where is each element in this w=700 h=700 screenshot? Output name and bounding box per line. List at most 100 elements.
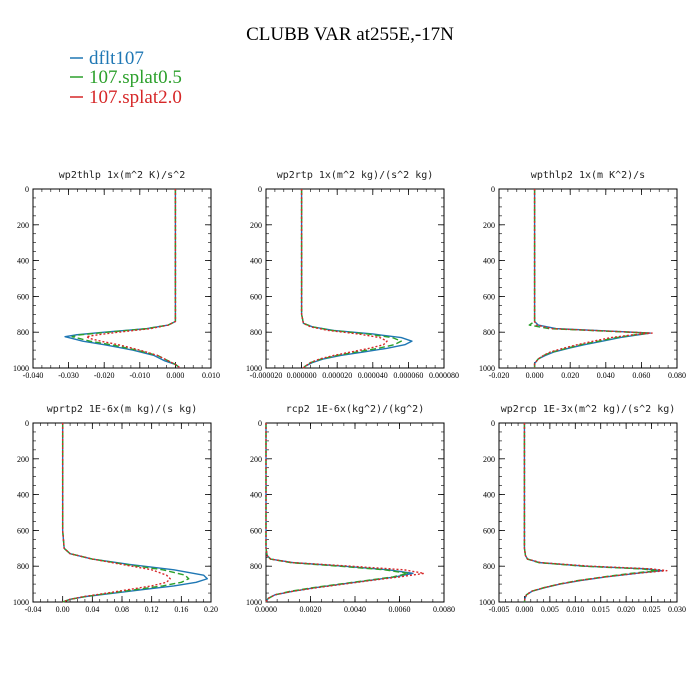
- plot-frame: [32, 422, 212, 603]
- y-tick-label: 400: [250, 491, 262, 500]
- x-tick-label: 0.010: [202, 371, 220, 380]
- series-line-dflt107: [265, 423, 414, 603]
- x-tick-label: 0.12: [145, 605, 159, 614]
- legend-item-splat2-0: 107.splat2.0: [70, 87, 182, 108]
- legend-item-dflt107: dflt107: [70, 48, 144, 69]
- legend-item-splat0-5: 107.splat0.5: [70, 67, 182, 88]
- y-tick-label: 200: [250, 455, 262, 464]
- legend-label-splat0-5: 107.splat0.5: [89, 67, 182, 88]
- series-line-107-splat0-5: [523, 423, 658, 603]
- x-tick-label: -0.020: [489, 371, 510, 380]
- panels: wp2thlp 1x(m^2 K)/s^2-0.040 -0.030 -0.020-…: [13, 170, 686, 614]
- y-tick-label: 1000: [479, 598, 495, 607]
- panel-title: wp2rcp 1E-3x(m^2 kg)/(s^2 kg): [501, 404, 676, 415]
- x-tick-label: -0.000020: [250, 371, 283, 380]
- panel-title: wprtp2 1E-6x(m kg)/(s kg): [47, 404, 198, 415]
- x-tick-label: 0.000040: [358, 371, 388, 380]
- y-tick-label: 1000: [13, 364, 29, 373]
- y-tick-label: 800: [17, 328, 29, 337]
- y-tick-label: 600: [483, 526, 495, 535]
- x-tick-label: 0.16: [174, 605, 188, 614]
- x-tick-label: 0.025: [643, 605, 661, 614]
- y-tick-label: 1000: [246, 364, 262, 373]
- y-tick-label: 0: [491, 185, 495, 194]
- y-tick-label: 600: [17, 292, 29, 301]
- y-tick-label: 400: [483, 257, 495, 266]
- x-tick-label: 0.000080: [429, 371, 459, 380]
- y-tick-label: 0: [25, 185, 29, 194]
- y-tick-label: 600: [483, 292, 495, 301]
- series-line-dflt107: [64, 189, 180, 368]
- x-tick-label: 0.010: [566, 605, 584, 614]
- series-line-107-splat0-5: [61, 423, 190, 603]
- y-tick-label: 600: [17, 526, 29, 535]
- panel-2: wp2rtp 1x(m^2 kg)/(s^2 kg) -0.000020 0.000…: [246, 170, 459, 380]
- x-tick-label: -0.020: [94, 371, 115, 380]
- series-line-107-splat2-0: [61, 423, 171, 603]
- x-tick-label: 0.000020: [322, 371, 352, 380]
- x-tick-label: -0.005: [489, 605, 510, 614]
- x-tick-label: 0.020: [561, 371, 579, 380]
- y-tick-label: 400: [17, 491, 29, 500]
- x-tick-label: 0.000: [515, 605, 533, 614]
- series-line-107-splat2-0: [523, 423, 668, 603]
- y-tick-label: 0: [491, 419, 495, 428]
- x-tick-label: 0.015: [592, 605, 610, 614]
- y-tick-label: 200: [250, 221, 262, 230]
- series-line-107-splat2-0: [85, 189, 180, 368]
- x-tick-label: 0.0080: [433, 605, 455, 614]
- x-tick-label: 0.030: [668, 605, 686, 614]
- panel-5: rcp2 1E-6x(kg^2)/(kg^2) 0.0000 0.0020 0.004…: [246, 404, 455, 614]
- legend: dflt107 107.splat0.5 107.splat2.0: [70, 48, 182, 108]
- series-line-107-splat0-5: [71, 189, 180, 368]
- series-line-dflt107: [61, 423, 208, 603]
- panel-title: wpthlp2 1x(m K^2)/s: [531, 170, 645, 181]
- legend-label-splat2-0: 107.splat2.0: [89, 87, 182, 108]
- x-tick-label: -0.010: [129, 371, 150, 380]
- y-tick-label: 0: [25, 419, 29, 428]
- x-tick-label: 0.04: [85, 605, 99, 614]
- figure-title: CLUBB VAR at255E,-17N: [246, 24, 454, 45]
- y-tick-label: 800: [250, 328, 262, 337]
- x-tick-label: 0.0060: [389, 605, 411, 614]
- y-tick-label: 200: [17, 455, 29, 464]
- y-tick-label: 800: [250, 562, 262, 571]
- x-tick-label: 0.005: [541, 605, 559, 614]
- y-tick-label: 1000: [479, 364, 495, 373]
- plot-frame: [265, 188, 445, 369]
- y-tick-label: 1000: [13, 598, 29, 607]
- y-tick-label: 400: [250, 257, 262, 266]
- panel-title: rcp2 1E-6x(kg^2)/(kg^2): [286, 404, 424, 415]
- x-tick-label: 0.0020: [300, 605, 322, 614]
- x-tick-label: 0.0040: [344, 605, 366, 614]
- x-tick-label: -0.040: [23, 371, 44, 380]
- x-tick-label: 0.020: [617, 605, 635, 614]
- series-line-107-splat2-0: [533, 189, 653, 368]
- x-tick-label: 0.040: [597, 371, 615, 380]
- x-tick-label: 0.060: [632, 371, 650, 380]
- panel-1: wp2thlp 1x(m^2 K)/s^2 -0.040 -0.030 -0.020 -…: [13, 170, 220, 380]
- y-tick-label: 400: [483, 491, 495, 500]
- y-tick-label: 400: [17, 257, 29, 266]
- x-tick-label: 0.000060: [393, 371, 423, 380]
- plot-frame: [498, 422, 678, 603]
- x-tick-label: -0.04: [25, 605, 42, 614]
- y-tick-label: 800: [17, 562, 29, 571]
- x-tick-label: 0.08: [115, 605, 129, 614]
- y-tick-label: 0: [258, 419, 262, 428]
- x-tick-label: 0.20: [204, 605, 218, 614]
- panel-title: wp2rtp 1x(m^2 kg)/(s^2 kg): [277, 170, 434, 181]
- series-line-dflt107: [523, 423, 663, 603]
- x-tick-label: 0.000: [526, 371, 544, 380]
- plot-frame: [32, 188, 212, 369]
- series-line-107-splat0-5: [265, 423, 410, 603]
- plot-frame: [265, 422, 445, 603]
- x-tick-label: 0.00: [56, 605, 70, 614]
- panel-title: wp2thlp 1x(m^2 K)/s^2: [59, 170, 185, 181]
- series-line-107-splat2-0: [265, 423, 425, 603]
- panel-6: wp2rcp 1E-3x(m^2 kg)/(s^2 kg) -0.005 0.000…: [479, 404, 686, 614]
- y-tick-label: 800: [483, 328, 495, 337]
- y-tick-label: 800: [483, 562, 495, 571]
- x-tick-label: 0.080: [668, 371, 686, 380]
